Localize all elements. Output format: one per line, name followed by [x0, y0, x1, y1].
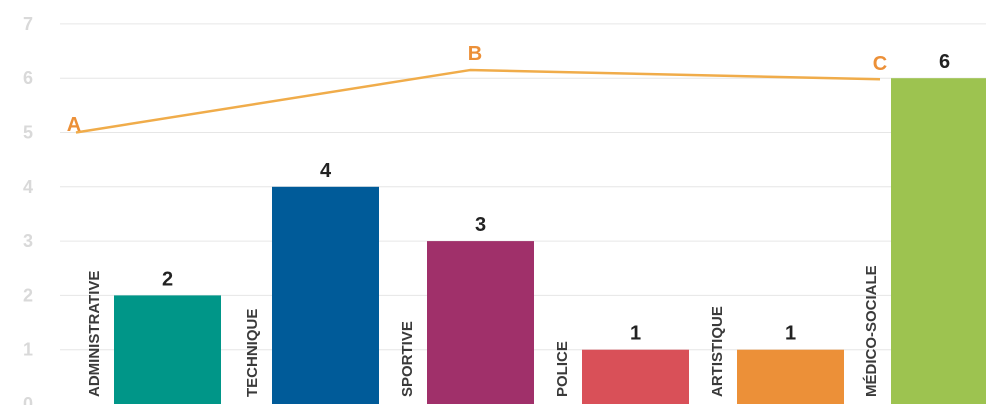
- data-label: 1: [785, 323, 796, 345]
- bar-technique: [272, 186, 379, 404]
- bar-sportive: [427, 241, 534, 404]
- y-tick-label: 0: [23, 394, 33, 405]
- data-label: 1: [630, 323, 641, 345]
- data-label: 2: [162, 268, 173, 290]
- category-label: POLICE: [554, 341, 571, 397]
- y-tick-label: 7: [23, 14, 33, 34]
- point-label-c: C: [873, 53, 887, 75]
- bar-police: [582, 349, 689, 404]
- bar-administrative: [114, 295, 221, 404]
- bar-artistique: [737, 349, 844, 404]
- data-label: 3: [475, 214, 486, 236]
- category-label: ARTISTIQUE: [709, 306, 726, 397]
- data-label: 6: [939, 51, 950, 73]
- overlay-line: A B C: [67, 43, 887, 136]
- overlay-series-line: [75, 68, 881, 134]
- y-axis-ticks: 0 1 2 3 4 5 6 7: [23, 14, 33, 405]
- bars: 2 ADMINISTRATIVE 4 TECHNIQUE 3 SPORTIVE 1 POLIC…: [86, 51, 986, 404]
- y-tick-label: 5: [23, 123, 33, 143]
- category-label: ADMINISTRATIVE: [86, 271, 103, 397]
- category-label: TECHNIQUE: [244, 309, 261, 397]
- point-label-b: B: [468, 43, 482, 65]
- y-tick-label: 1: [23, 340, 33, 360]
- data-label: 4: [320, 160, 332, 182]
- y-tick-label: 4: [23, 177, 33, 197]
- category-label: MÉDICO-SOCIALE: [863, 265, 880, 397]
- bar-médico-sociale: [891, 78, 986, 404]
- y-tick-label: 2: [23, 285, 33, 305]
- category-label: SPORTIVE: [399, 321, 416, 397]
- y-tick-label: 6: [23, 68, 33, 88]
- y-tick-label: 3: [23, 231, 33, 251]
- point-label-a: A: [67, 114, 81, 136]
